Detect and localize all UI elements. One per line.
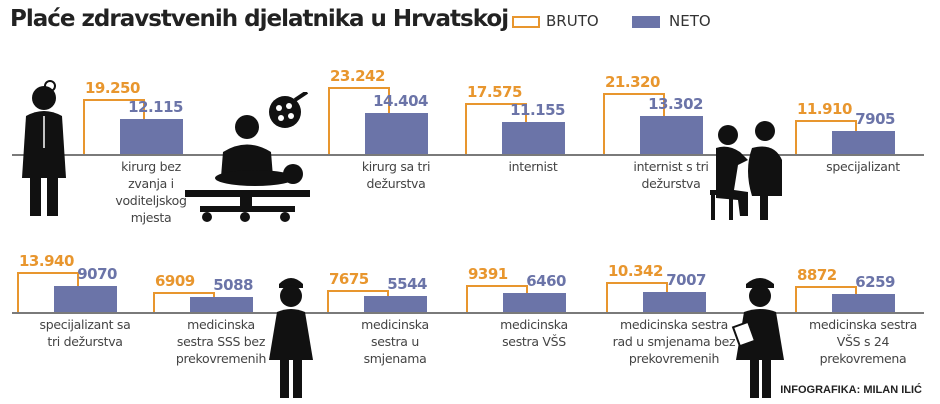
baseline-row-1: [12, 154, 924, 156]
bar-neto: [503, 293, 566, 312]
baseline-row-2: [12, 312, 924, 314]
category-label: medicinska sestra SSS bez prekovremenih: [175, 317, 267, 366]
legend-neto-label: NETO: [669, 12, 711, 30]
legend-bruto-label: BRUTO: [546, 12, 599, 30]
category-label: internist: [508, 159, 558, 174]
value-label-bruto: 7675: [329, 269, 369, 288]
legend-neto-swatch: [632, 16, 660, 28]
bar-neto: [832, 293, 895, 312]
nurse-icon: [269, 278, 313, 398]
value-label-bruto: 6909: [155, 272, 195, 291]
value-label-bruto: 11.910: [797, 99, 852, 118]
bar-neto: [365, 112, 428, 154]
value-label-neto: 9070: [77, 264, 117, 283]
value-label-neto: 5544: [387, 275, 427, 294]
bar-neto: [832, 131, 895, 154]
value-label-bruto: 23.242: [330, 67, 385, 86]
value-label-bruto: 17.575: [467, 83, 522, 102]
credit-text: INFOGRAFIKA: MILAN ILIĆ: [780, 384, 922, 396]
value-label-neto: 6460: [526, 272, 566, 291]
value-label-bruto: 13.940: [19, 251, 74, 270]
category-label: specijalizant: [826, 159, 900, 174]
value-label-bruto: 19.250: [85, 78, 140, 97]
bar-neto: [502, 121, 565, 154]
bar-neto: [190, 297, 253, 312]
legend-bruto-swatch: [512, 16, 540, 28]
value-label-neto: 5088: [213, 276, 253, 295]
doctor-examining-patient-icon: [710, 121, 782, 220]
chart-title: Plaće zdravstvenih djelatnika u Hrvatsko…: [10, 6, 509, 32]
value-label-neto: 7007: [666, 270, 706, 289]
value-label-bruto: 8872: [797, 266, 837, 285]
value-label-neto: 7905: [855, 110, 895, 129]
value-label-neto: 12.115: [128, 98, 183, 117]
bar-neto: [120, 119, 183, 154]
category-label: medicinska sestra rad u smjenama bez pre…: [612, 317, 736, 366]
bar-neto: [364, 296, 427, 312]
category-label: specijalizant sa tri dežurstva: [39, 317, 131, 349]
value-label-neto: 11.155: [510, 100, 565, 119]
category-label: medicinska sestra u smjenama: [361, 317, 429, 366]
value-label-neto: 14.404: [373, 91, 428, 110]
category-label: internist s tri dežurstva: [633, 159, 709, 191]
category-label: medicinska sestra VŠS: [500, 317, 568, 349]
category-label: kirurg bez zvanja i voditeljskog mjesta: [115, 159, 187, 225]
bar-neto: [54, 285, 117, 312]
category-label: kirurg sa tri dežurstva: [361, 159, 431, 191]
bar-neto: [640, 115, 703, 154]
doctor-icon: [22, 80, 66, 216]
surgeon-operating-icon: [185, 92, 310, 222]
value-label-bruto: 10.342: [608, 262, 663, 281]
value-label-bruto: 9391: [468, 264, 508, 283]
value-label-neto: 13.302: [648, 94, 703, 113]
bar-neto: [643, 291, 706, 312]
value-label-bruto: 21.320: [605, 72, 660, 91]
nurse-with-clipboard-icon: [731, 278, 784, 398]
value-label-neto: 6259: [855, 272, 895, 291]
category-label: medicinska sestra VŠS s 24 prekovremena: [808, 317, 918, 366]
